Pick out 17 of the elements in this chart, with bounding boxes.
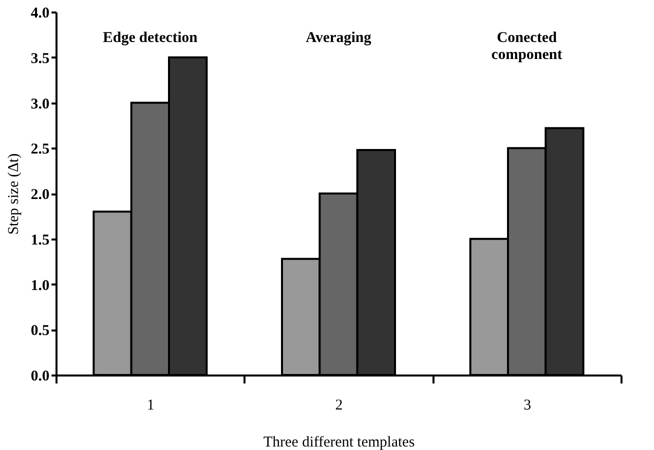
y-tick-label: 3.5: [30, 50, 50, 67]
x-tick-label: 2: [335, 398, 343, 414]
y-tick-label: 1.0: [30, 278, 50, 294]
y-tick-label: 2.5: [30, 142, 50, 158]
y-tick-label: 0.5: [30, 323, 50, 340]
y-tick-label: 0.0: [30, 368, 50, 384]
x-tick-label: 1: [146, 398, 154, 414]
y-tick-label: 1.5: [30, 232, 50, 248]
x-tick-label: 3: [524, 398, 532, 414]
y-axis-title: Step size (Δt): [6, 153, 22, 235]
annotation: Conected component: [491, 30, 562, 63]
annotation: Averaging: [306, 30, 372, 46]
y-tick-label: 2.0: [30, 187, 50, 203]
y-tick-label: 3.0: [30, 96, 50, 112]
y-tick-label: 4.0: [30, 6, 50, 22]
annotation: Edge detection: [102, 30, 198, 46]
x-axis-title: Three different templates: [263, 434, 415, 450]
